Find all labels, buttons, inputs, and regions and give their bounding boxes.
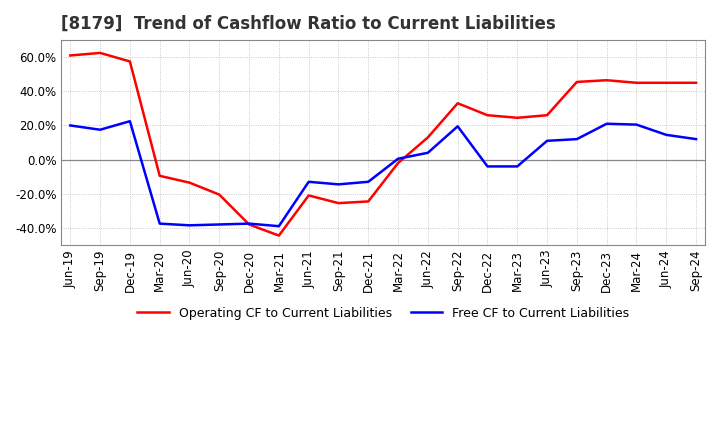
Free CF to Current Liabilities <box>394 156 402 161</box>
Operating CF to Current Liabilities <box>156 173 164 179</box>
Operating CF to Current Liabilities <box>185 180 194 185</box>
Free CF to Current Liabilities <box>245 221 253 226</box>
Text: [8179]  Trend of Cashflow Ratio to Current Liabilities: [8179] Trend of Cashflow Ratio to Curren… <box>61 15 556 33</box>
Free CF to Current Liabilities <box>156 221 164 226</box>
Operating CF to Current Liabilities <box>692 80 701 85</box>
Free CF to Current Liabilities <box>364 179 373 184</box>
Operating CF to Current Liabilities <box>543 113 552 118</box>
Free CF to Current Liabilities <box>483 164 492 169</box>
Free CF to Current Liabilities <box>125 118 134 124</box>
Operating CF to Current Liabilities <box>245 222 253 227</box>
Free CF to Current Liabilities <box>513 164 521 169</box>
Operating CF to Current Liabilities <box>364 199 373 204</box>
Free CF to Current Liabilities <box>423 150 432 155</box>
Line: Operating CF to Current Liabilities: Operating CF to Current Liabilities <box>71 53 696 235</box>
Free CF to Current Liabilities <box>305 179 313 184</box>
Operating CF to Current Liabilities <box>394 160 402 165</box>
Operating CF to Current Liabilities <box>423 135 432 140</box>
Free CF to Current Liabilities <box>96 127 104 132</box>
Operating CF to Current Liabilities <box>572 79 581 84</box>
Free CF to Current Liabilities <box>334 182 343 187</box>
Free CF to Current Liabilities <box>543 138 552 143</box>
Operating CF to Current Liabilities <box>603 77 611 83</box>
Operating CF to Current Liabilities <box>662 80 670 85</box>
Free CF to Current Liabilities <box>215 222 224 227</box>
Free CF to Current Liabilities <box>66 123 75 128</box>
Operating CF to Current Liabilities <box>215 192 224 197</box>
Legend: Operating CF to Current Liabilities, Free CF to Current Liabilities: Operating CF to Current Liabilities, Fre… <box>132 302 634 325</box>
Operating CF to Current Liabilities <box>632 80 641 85</box>
Operating CF to Current Liabilities <box>513 115 521 121</box>
Operating CF to Current Liabilities <box>66 53 75 58</box>
Line: Free CF to Current Liabilities: Free CF to Current Liabilities <box>71 121 696 226</box>
Free CF to Current Liabilities <box>454 124 462 129</box>
Operating CF to Current Liabilities <box>305 193 313 198</box>
Free CF to Current Liabilities <box>185 223 194 228</box>
Free CF to Current Liabilities <box>632 122 641 127</box>
Free CF to Current Liabilities <box>572 136 581 142</box>
Free CF to Current Liabilities <box>603 121 611 126</box>
Operating CF to Current Liabilities <box>125 59 134 64</box>
Operating CF to Current Liabilities <box>483 113 492 118</box>
Free CF to Current Liabilities <box>662 132 670 137</box>
Free CF to Current Liabilities <box>692 136 701 142</box>
Operating CF to Current Liabilities <box>454 101 462 106</box>
Operating CF to Current Liabilities <box>334 201 343 206</box>
Operating CF to Current Liabilities <box>96 50 104 55</box>
Operating CF to Current Liabilities <box>274 233 283 238</box>
Free CF to Current Liabilities <box>274 224 283 229</box>
